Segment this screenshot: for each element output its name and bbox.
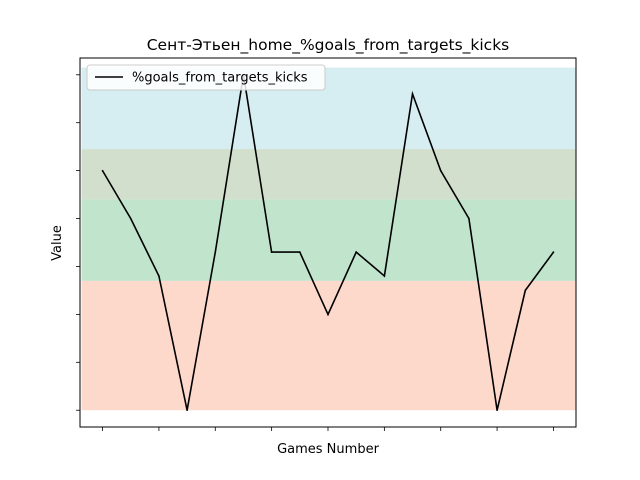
data-point <box>327 313 329 316</box>
data-point <box>214 251 217 253</box>
data-point <box>383 275 386 277</box>
legend-label: %goals_from_targets_kicks <box>132 71 308 86</box>
y-axis-label: Value <box>50 225 65 261</box>
data-point <box>270 251 273 253</box>
data-point <box>439 169 442 172</box>
chart-title: Сент-Этьен_home_%goals_from_targets_kick… <box>147 36 510 55</box>
data-point <box>552 251 555 253</box>
data-point <box>129 217 132 220</box>
data-point <box>524 289 527 292</box>
band-1 <box>81 199 576 281</box>
plot-frame <box>79 57 577 428</box>
data-point <box>468 217 470 220</box>
data-point <box>101 169 104 172</box>
legend-box <box>86 64 326 91</box>
legend: %goals_from_targets_kicks <box>86 64 326 91</box>
band-2 <box>81 149 576 200</box>
data-point <box>186 409 188 412</box>
series-lines <box>101 73 555 412</box>
data-point <box>355 251 357 253</box>
background-bands <box>81 67 576 411</box>
data-point <box>158 275 160 277</box>
x-axis-label: Games Number <box>277 442 379 457</box>
data-point <box>411 93 414 95</box>
data-point <box>496 409 498 412</box>
axis-ticks <box>76 74 554 431</box>
data-point <box>299 251 301 253</box>
